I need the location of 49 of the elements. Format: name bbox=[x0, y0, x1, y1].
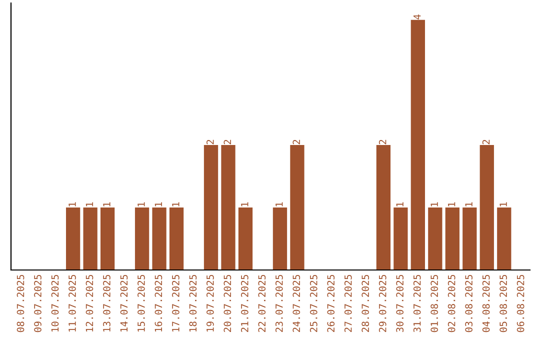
x-tick-label: 01.08.2025 bbox=[430, 274, 438, 332]
x-tick-label: 04.08.2025 bbox=[482, 274, 490, 332]
x-tick-label: 25.07.2025 bbox=[310, 274, 318, 332]
x-tick-label: 02.08.2025 bbox=[448, 274, 456, 332]
x-tick-label: 29.07.2025 bbox=[378, 274, 386, 332]
x-tick-label: 19.07.2025 bbox=[206, 274, 214, 332]
x-tick-label: 26.07.2025 bbox=[327, 274, 335, 332]
x-tick-label: 11.07.2025 bbox=[68, 274, 76, 332]
x-tick-label: 31.07.2025 bbox=[413, 274, 421, 332]
x-tick-label: 20.07.2025 bbox=[224, 274, 232, 332]
x-tick-label: 13.07.2025 bbox=[103, 274, 110, 332]
x-tick-label: 18.07.2025 bbox=[189, 274, 197, 332]
x-tick-label: 17.07.2025 bbox=[172, 274, 180, 332]
data-label: 1 bbox=[68, 202, 76, 206]
x-tick-label: 28.07.2025 bbox=[362, 274, 370, 332]
data-label: 4 bbox=[414, 14, 421, 20]
x-tick-label: 15.07.2025 bbox=[138, 274, 145, 332]
data-label: 1 bbox=[500, 202, 507, 206]
data-label: 2 bbox=[292, 140, 300, 144]
x-tick-label: 22.07.2025 bbox=[258, 274, 266, 332]
x-tick-label: 14.07.2025 bbox=[120, 274, 128, 332]
data-label: 2 bbox=[482, 140, 490, 144]
data-label: 1 bbox=[103, 202, 110, 206]
x-tick-label: 16.07.2025 bbox=[154, 274, 162, 332]
data-label: 1 bbox=[86, 202, 94, 206]
data-label: 1 bbox=[448, 202, 456, 206]
data-label: 1 bbox=[430, 202, 438, 206]
x-tick-label: 03.08.2025 bbox=[465, 274, 472, 332]
x-tick-label: 23.07.2025 bbox=[275, 274, 283, 332]
x-tick-label: 10.07.2025 bbox=[51, 274, 59, 332]
x-tick-label: 08.07.2025 bbox=[16, 274, 24, 332]
x-tick-label: 30.07.2025 bbox=[396, 274, 404, 332]
x-tick-label: 12.07.2025 bbox=[86, 274, 94, 332]
x-tick-label: 24.07.2025 bbox=[292, 274, 300, 332]
x-tick-label: 06.08.2025 bbox=[516, 274, 524, 332]
x-tick-label: 21.07.2025 bbox=[240, 274, 248, 332]
data-label: 1 bbox=[172, 202, 180, 206]
data-label: 1 bbox=[396, 202, 404, 206]
data-label: 1 bbox=[465, 202, 472, 206]
data-label: 1 bbox=[154, 202, 162, 206]
data-label: 2 bbox=[206, 140, 214, 144]
data-label: 1 bbox=[276, 202, 283, 206]
data-label: 1 bbox=[138, 202, 145, 206]
data-label: 1 bbox=[241, 202, 248, 206]
x-tick-label: 05.08.2025 bbox=[500, 274, 507, 332]
x-tick-label: 27.07.2025 bbox=[344, 274, 352, 332]
x-tick-label: 09.07.2025 bbox=[34, 274, 42, 332]
data-label: 2 bbox=[378, 140, 386, 144]
data-label: 2 bbox=[224, 140, 231, 144]
